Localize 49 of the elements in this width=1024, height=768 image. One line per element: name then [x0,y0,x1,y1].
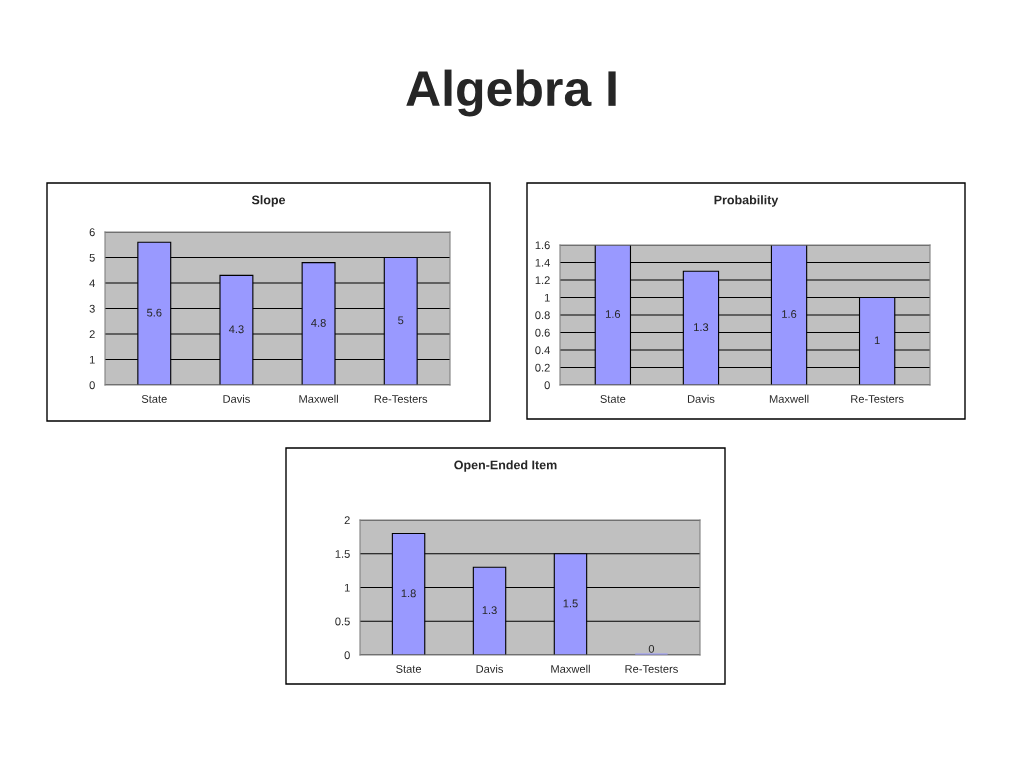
y-tick-label: 3 [89,304,95,313]
y-tick-label: 0.6 [535,328,550,337]
y-tick-label: 0 [89,381,95,390]
chart-title: Probability [714,195,779,207]
data-label: 0 [648,644,655,653]
y-tick-label: 0.2 [535,363,550,372]
x-tick-label: State [396,665,422,673]
y-tick-label: 5 [89,253,95,262]
y-tick-label: 2 [89,330,95,339]
y-tick-label: 0 [344,651,350,660]
chart-title: Slope [251,195,286,207]
y-tick-label: 2 [344,516,350,525]
y-tick-label: 4 [89,279,95,288]
x-tick-label: Re-Testers [851,395,904,403]
y-tick-label: 1 [344,583,350,592]
data-label: 4.3 [228,325,244,334]
data-label: 1.3 [694,323,709,332]
data-label: 1.6 [782,310,797,318]
data-label: 1.8 [401,589,416,598]
x-tick-label: Maxwell [551,664,590,673]
data-label: 1.5 [563,599,578,608]
y-tick-label: 1 [544,293,550,302]
y-tick-label: 1.2 [535,276,550,285]
y-tick-label: 1.5 [335,550,350,558]
x-tick-label: Davis [476,664,504,673]
x-tick-label: Davis [687,394,715,403]
x-tick-label: Re-Testers [625,665,678,673]
y-tick-label: 1.6 [535,241,550,250]
y-tick-label: 1.4 [535,258,550,267]
data-label: 4.8 [311,318,326,327]
y-tick-label: 1 [89,355,95,364]
chart-title: Open-Ended Item [454,460,557,472]
data-label: 1 [874,336,880,345]
data-label: 5.6 [147,308,162,317]
x-tick-label: Re-Testers [374,395,428,403]
x-tick-label: Davis [223,394,250,403]
y-tick-label: 0.4 [535,346,550,355]
data-label: 1.6 [605,310,621,318]
x-tick-label: State [600,395,626,403]
y-tick-label: 0.8 [535,311,550,320]
x-tick-label: Maxwell [769,394,809,403]
text: Algebra I [406,69,616,117]
y-tick-label: 6 [89,228,95,237]
y-tick-label: 0.5 [335,617,350,626]
y-tick-label: 0 [544,381,550,390]
data-label: 1.3 [482,606,497,615]
data-label: 5 [398,316,404,325]
x-tick-label: Maxwell [299,394,338,403]
x-tick-label: State [141,395,167,403]
